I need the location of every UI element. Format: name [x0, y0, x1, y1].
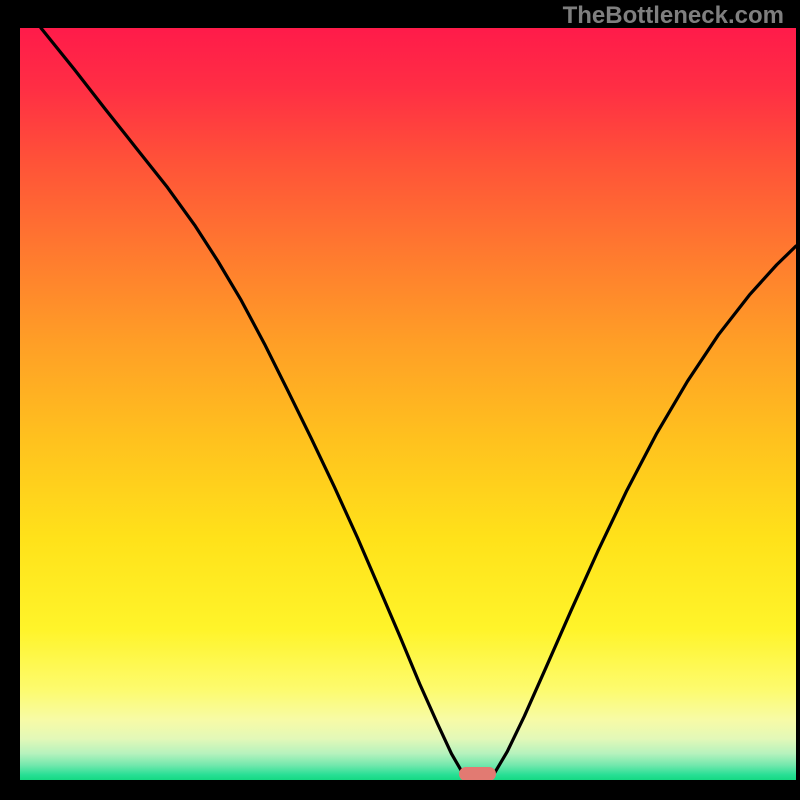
min-marker — [459, 767, 496, 780]
watermark-text: TheBottleneck.com — [563, 2, 784, 30]
line-curve — [20, 28, 796, 780]
plot-area — [20, 28, 796, 780]
